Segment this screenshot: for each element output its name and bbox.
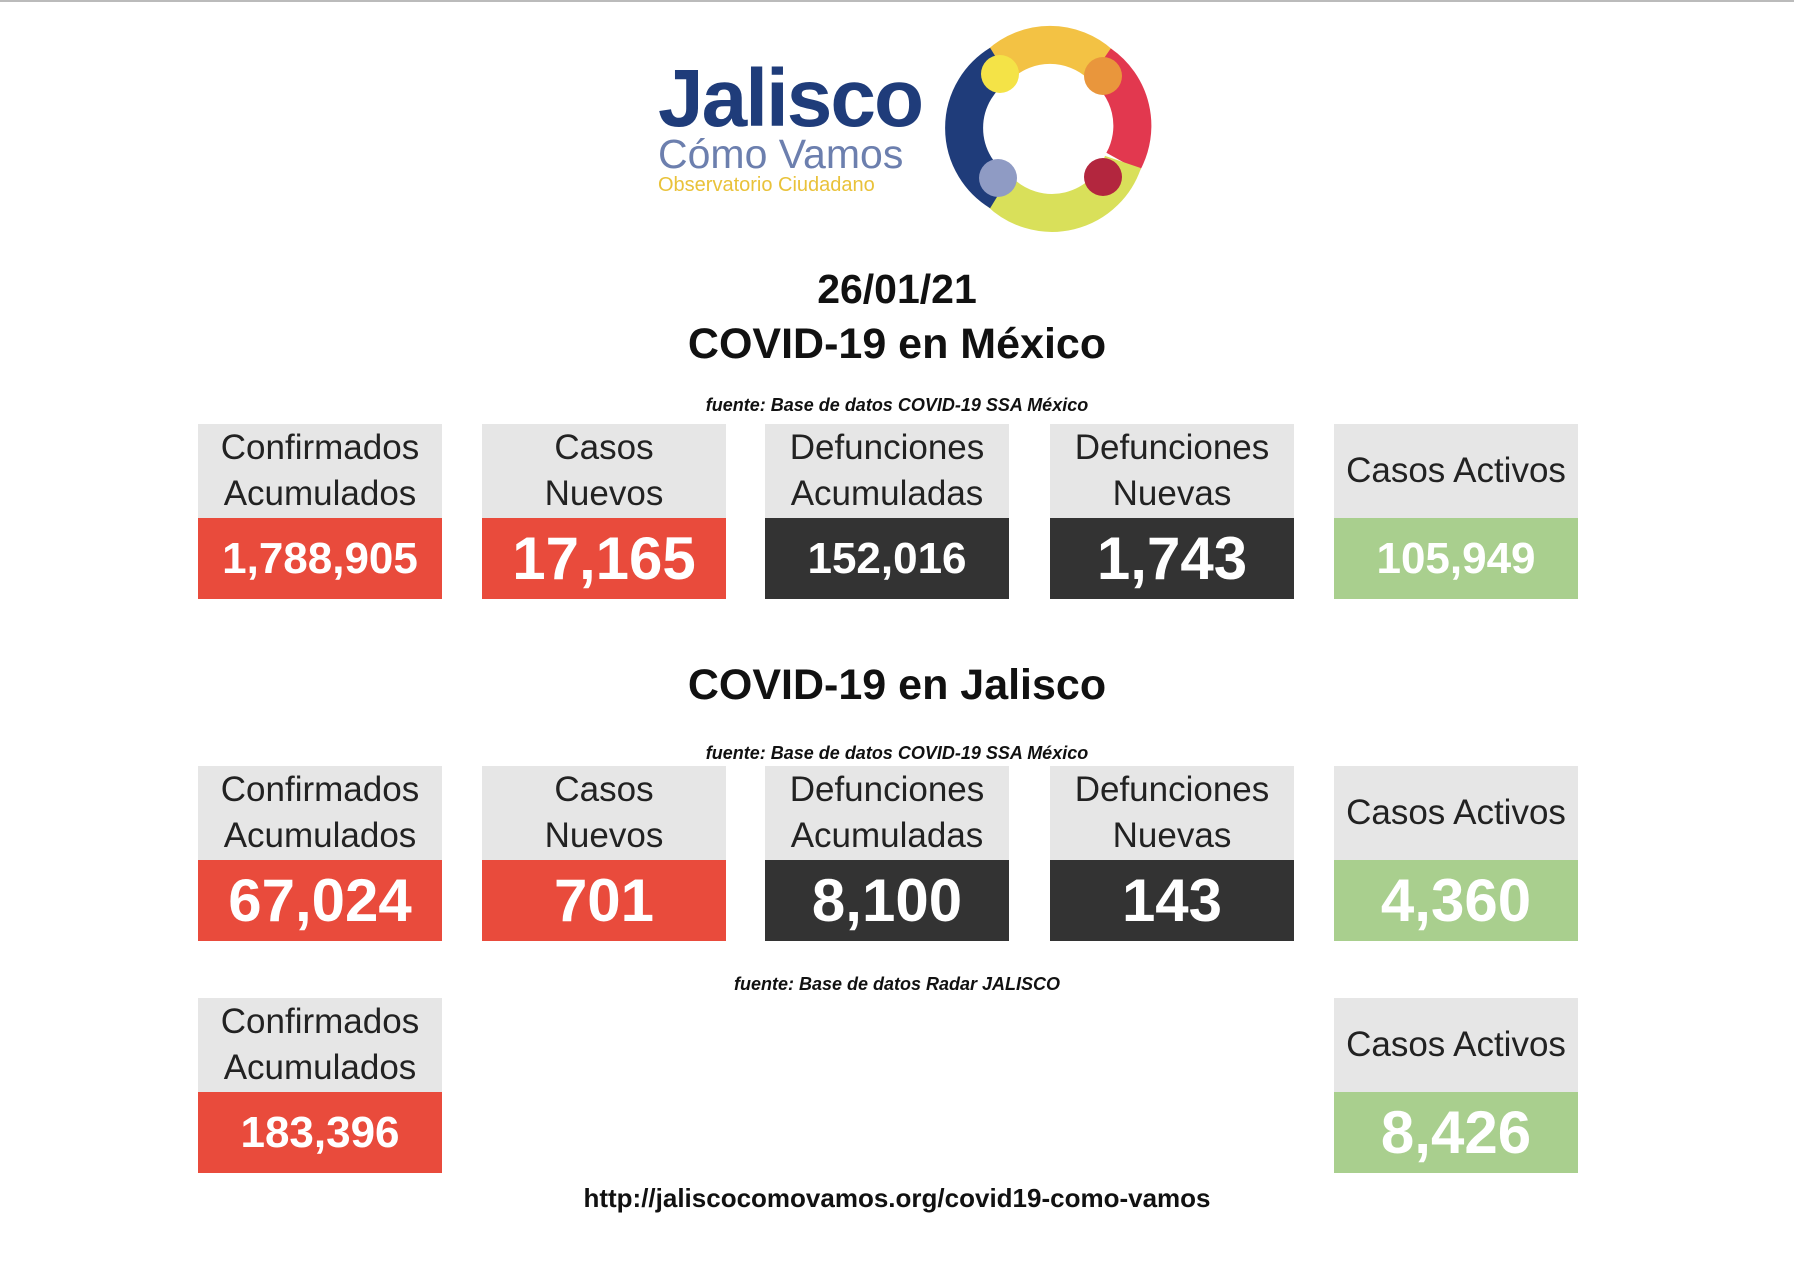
stat-card: Defunciones Acumuladas 8,100: [765, 766, 1009, 941]
card-value: 67,024: [198, 860, 442, 941]
logo-tagline: Observatorio Ciudadano: [658, 174, 875, 196]
card-value: 152,016: [765, 518, 1009, 599]
card-value: 4,360: [1334, 860, 1578, 941]
stat-card: Defunciones Nuevas 143: [1050, 766, 1294, 941]
card-label: Confirmados: [220, 770, 420, 809]
card-header: Casos Activos: [1334, 766, 1578, 860]
card-label: Acumuladas: [790, 816, 984, 855]
card-value: 8,100: [765, 860, 1009, 941]
card-header: Confirmados Acumulados: [198, 998, 442, 1092]
card-header: Defunciones Acumuladas: [765, 766, 1009, 860]
stat-card: Defunciones Nuevas 1,743: [1050, 424, 1294, 599]
date: 26/01/21: [817, 266, 977, 312]
card-label: Nuevas: [1112, 816, 1232, 855]
card-value: 701: [482, 860, 726, 941]
section-title: COVID-19 en Jalisco: [687, 661, 1107, 709]
logo-subtitle: Cómo Vamos: [658, 131, 903, 177]
card-header: Confirmados Acumulados: [198, 766, 442, 860]
card-header: Defunciones Nuevas: [1050, 766, 1294, 860]
stat-card: Casos Nuevos 701: [482, 766, 726, 941]
card-label: Defunciones: [789, 428, 985, 467]
card-label: Defunciones: [1074, 770, 1270, 809]
source: fuente: Base de datos Radar JALISCO: [733, 974, 1061, 994]
card-label: Nuevos: [544, 816, 664, 855]
source: fuente: Base de datos COVID-19 SSA Méxic…: [705, 743, 1089, 763]
card-label: Acumulados: [223, 1048, 417, 1087]
stat-card: Confirmados Acumulados 1,788,905: [198, 424, 442, 599]
card-label: Confirmados: [220, 1002, 420, 1041]
card-value: 143: [1050, 860, 1294, 941]
logo: Jalisco Cómo Vamos Observatorio Ciudadan…: [658, 25, 1152, 232]
card-header: Casos Nuevos: [482, 766, 726, 860]
card-header: Casos Activos: [1334, 424, 1578, 518]
card-value: 1,788,905: [198, 518, 442, 599]
card-label: Acumulados: [223, 474, 417, 513]
logo-title: Jalisco: [658, 53, 922, 144]
card-value: 105,949: [1334, 518, 1578, 599]
stat-card: Confirmados Acumulados 183,396: [198, 998, 442, 1173]
card-value: 183,396: [198, 1092, 442, 1173]
card-header: Defunciones Acumuladas: [765, 424, 1009, 518]
section-title: COVID-19 en México: [687, 320, 1107, 368]
card-label: Acumulados: [223, 816, 417, 855]
card-label: Casos Activos: [1346, 793, 1566, 832]
card-header: Casos Nuevos: [482, 424, 726, 518]
card-label: Nuevos: [544, 474, 664, 513]
card-label: Casos: [554, 770, 654, 809]
stat-card: Confirmados Acumulados 67,024: [198, 766, 442, 941]
stat-card: Casos Activos 8,426: [1334, 998, 1578, 1173]
stat-card: Casos Activos 105,949: [1334, 424, 1578, 599]
card-value: 17,165: [482, 518, 726, 599]
card-header: Casos Activos: [1334, 998, 1578, 1092]
card-header: Defunciones Nuevas: [1050, 424, 1294, 518]
card-label: Defunciones: [789, 770, 985, 809]
card-label: Acumuladas: [790, 474, 984, 513]
card-label: Casos: [554, 428, 654, 467]
stat-card: Casos Activos 4,360: [1334, 766, 1578, 941]
stat-card: Casos Nuevos 17,165: [482, 424, 726, 599]
card-label: Defunciones: [1074, 428, 1270, 467]
card-label: Nuevas: [1112, 474, 1232, 513]
card-header: Confirmados Acumulados: [198, 424, 442, 518]
stat-card: Defunciones Acumuladas 152,016: [765, 424, 1009, 599]
card-label: Confirmados: [220, 428, 420, 467]
source: fuente: Base de datos COVID-19 SSA Méxic…: [705, 395, 1089, 415]
url: http://jaliscocomovamos.org/covid19-como…: [583, 1183, 1211, 1213]
card-label: Casos Activos: [1346, 451, 1566, 490]
card-value: 1,743: [1050, 518, 1294, 599]
card-value: 8,426: [1334, 1092, 1578, 1173]
card-label: Casos Activos: [1346, 1025, 1566, 1064]
